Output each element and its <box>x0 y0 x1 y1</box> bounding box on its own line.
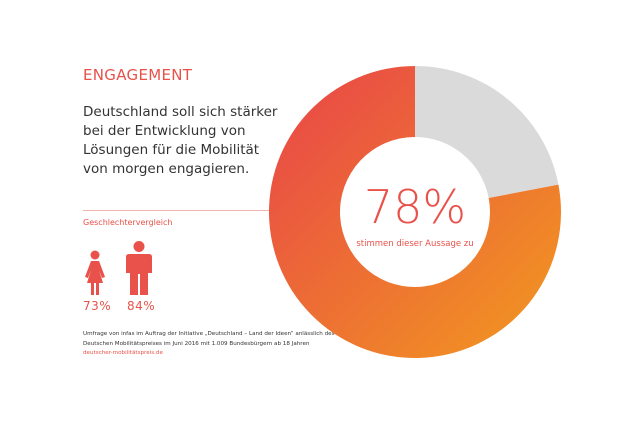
man-icon <box>126 241 152 295</box>
donut-slice-agree <box>269 66 561 358</box>
source-text: Umfrage von infas im Auftrag der Initiat… <box>83 331 335 347</box>
gender-comparison-label: Geschlechtervergleich <box>83 218 173 227</box>
female-percentage: 73% <box>83 299 112 313</box>
center-caption: stimmen dieser Aussage zu <box>356 239 474 249</box>
source-note: Umfrage von infas im Auftrag der Initiat… <box>83 330 343 359</box>
section-title: ENGAGEMENT <box>83 66 193 84</box>
center-value: 78% <box>363 180 467 234</box>
source-link[interactable]: deutscher-mobilitätspreis.de <box>83 350 163 356</box>
divider <box>83 210 269 211</box>
donut-slice-rest <box>415 66 559 198</box>
male-percentage: 84% <box>127 299 156 313</box>
woman-icon <box>85 250 105 295</box>
statement-text: Deutschland soll sich stärker bei der En… <box>83 104 278 177</box>
